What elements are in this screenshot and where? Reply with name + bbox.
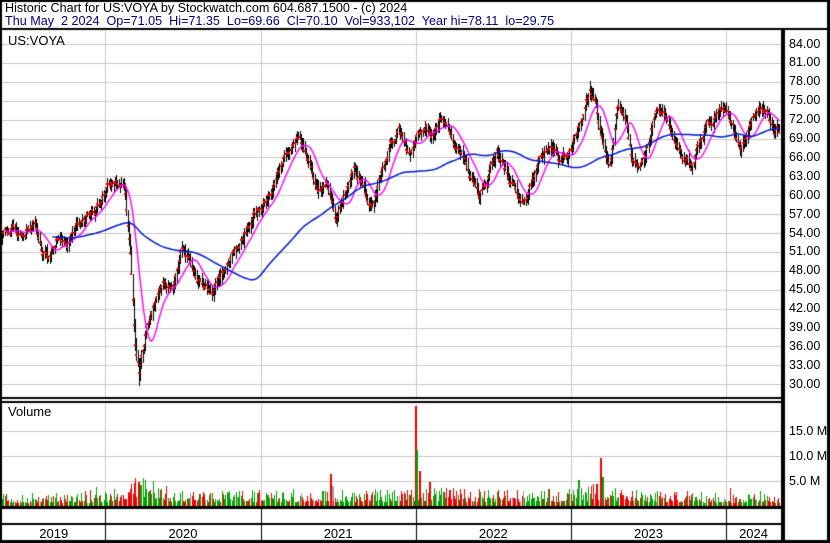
price-tick-label: 84.00: [789, 36, 821, 51]
volume-panel-title: Volume: [8, 404, 52, 419]
year-label: 2020: [168, 526, 198, 541]
price-tick-label: 30.00: [789, 376, 821, 391]
year-label: 2019: [39, 526, 69, 541]
price-tick-label: 78.00: [789, 74, 821, 89]
price-tick-label: 60.00: [789, 187, 821, 202]
price-tick-label: 51.00: [789, 244, 821, 259]
price-tick-label: 57.00: [789, 206, 821, 221]
price-tick-label: 63.00: [789, 168, 821, 183]
price-tick-label: 45.00: [789, 282, 821, 297]
quote-summary-line: Thu May 2 2024 Op=71.05 Hi=71.35 Lo=69.6…: [5, 14, 555, 28]
chart-title: Historic Chart for US:VOYA by Stockwatch…: [5, 1, 408, 15]
price-tick-label: 75.00: [789, 93, 821, 108]
price-tick-label: 66.00: [789, 149, 821, 164]
price-tick-label: 39.00: [789, 320, 821, 334]
volume-tick-label: 5.0 M: [789, 473, 821, 488]
price-tick-label: 42.00: [789, 301, 821, 316]
price-tick-label: 48.00: [789, 263, 821, 278]
year-label: 2021: [323, 526, 353, 541]
price-tick-label: 33.00: [789, 357, 821, 372]
price-tick-label: 81.00: [789, 55, 821, 70]
price-tick-label: 69.00: [789, 131, 821, 145]
year-label: 2024: [739, 526, 768, 541]
price-tick-label: 72.00: [789, 112, 821, 127]
volume-tick-label: 15.0 M: [789, 423, 828, 438]
year-label: 2022: [478, 526, 508, 541]
year-label: 2023: [634, 526, 663, 541]
volume-tick-label: 10.0 M: [789, 448, 828, 463]
price-tick-label: 36.00: [789, 338, 821, 353]
price-tick-label: 54.00: [789, 225, 821, 240]
symbol-label: US:VOYA: [8, 33, 65, 48]
